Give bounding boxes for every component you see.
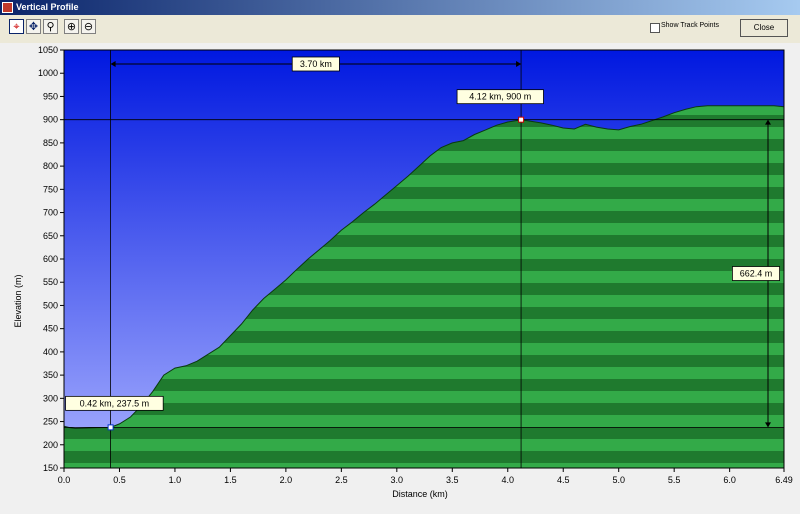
- y-tick-label: 950: [43, 91, 58, 101]
- zoom-in-icon[interactable]: ⊕: [64, 19, 79, 34]
- toolbar: ⌖ ✥ ⚲ ⊕ ⊖ Show Track Points Close: [0, 15, 800, 44]
- terrain-outline: [63, 105, 785, 430]
- x-tick-label: 1.0: [169, 475, 182, 485]
- y-tick-label: 200: [43, 440, 58, 450]
- x-tick-label: 0.5: [113, 475, 126, 485]
- marker-a-label: 0.42 km, 237.5 m: [65, 395, 164, 411]
- marker-b-label-text: 4.12 km, 900 m: [469, 92, 531, 102]
- distance-label: 3.70 km: [291, 56, 340, 72]
- elevation-diff-label-text: 662.4 m: [740, 269, 773, 279]
- x-tick-label: 4.0: [502, 475, 515, 485]
- x-tick-label: 0.0: [58, 475, 71, 485]
- elevation-arrow-down: [765, 422, 771, 428]
- marker-a-label-box: [65, 395, 164, 411]
- y-tick-label: 850: [43, 138, 58, 148]
- app-icon: [2, 2, 13, 13]
- x-axis-title: Distance (km): [392, 489, 448, 499]
- y-tick-label: 900: [43, 115, 58, 125]
- x-tick-label: 2.0: [280, 475, 293, 485]
- y-tick-label: 600: [43, 254, 58, 264]
- y-tick-label: 550: [43, 277, 58, 287]
- elevation-profile-chart[interactable]: 150 200 250 300 350 400 450 500 550 600 650 700 750 8…: [0, 43, 800, 514]
- y-tick-label: 350: [43, 370, 58, 380]
- zoom-out-icon[interactable]: ⊖: [81, 19, 96, 34]
- x-tick-label: 6.0: [723, 475, 736, 485]
- marker-a-label-text: 0.42 km, 237.5 m: [80, 398, 150, 408]
- y-tick-label: 1000: [38, 68, 58, 78]
- y-tick-label: 400: [43, 347, 58, 357]
- x-tick-label: 1.5: [224, 475, 237, 485]
- marker-a-point: [107, 424, 114, 431]
- y-tick-label: 300: [43, 393, 58, 403]
- marker-b-label-box: [456, 89, 544, 105]
- elevation-arrow-up: [765, 119, 771, 125]
- marker-b-label: 4.12 km, 900 m: [456, 89, 544, 105]
- distance-label-box: [291, 56, 340, 72]
- x-tick-label: 5.0: [612, 475, 625, 485]
- close-button[interactable]: Close: [740, 19, 788, 37]
- axes: 150 200 250 300 350 400 450 500 550 600 650 700 750 8…: [38, 45, 793, 485]
- chart-area: 150 200 250 300 350 400 450 500 550 600 650 700 750 8…: [0, 43, 800, 514]
- magnifier-icon[interactable]: ⚲: [43, 19, 58, 34]
- terrain-area: [64, 105, 784, 468]
- elevation-diff-label: 662.4 m: [732, 266, 781, 281]
- window-titlebar: Vertical Profile: [0, 0, 800, 15]
- window-title: Vertical Profile: [16, 2, 79, 12]
- y-tick-label: 750: [43, 184, 58, 194]
- y-tick-label: 250: [43, 417, 58, 427]
- x-tick-label: 2.5: [335, 475, 348, 485]
- y-tick-label: 700: [43, 208, 58, 218]
- distance-arrow-left: [110, 61, 116, 67]
- y-tick-label: 800: [43, 161, 58, 171]
- x-tick-label: 3.5: [446, 475, 459, 485]
- marker-b-point: [518, 116, 525, 123]
- distance-arrow-right: [516, 61, 522, 67]
- pan-icon[interactable]: ✥: [26, 19, 41, 34]
- y-tick-label: 500: [43, 300, 58, 310]
- show-track-points-label: Show Track Points: [661, 22, 719, 29]
- x-tick-label: 4.5: [557, 475, 570, 485]
- x-tick-label: 6.49: [775, 475, 793, 485]
- y-tick-label: 650: [43, 231, 58, 241]
- y-tick-label: 450: [43, 324, 58, 334]
- elevation-diff-label-box: [732, 266, 781, 281]
- y-axis-title: Elevation (m): [13, 274, 23, 327]
- show-track-points-checkbox[interactable]: [650, 23, 660, 33]
- x-tick-label: 5.5: [668, 475, 681, 485]
- y-tick-label: 150: [43, 463, 58, 473]
- y-tick-label: 1050: [38, 45, 58, 55]
- x-tick-label: 3.0: [391, 475, 404, 485]
- select-track-icon[interactable]: ⌖: [9, 19, 24, 34]
- distance-label-text: 3.70 km: [300, 59, 332, 69]
- annotations: 3.70 km 662.4 m 0.42 km, 237.5 m 4.12 km, 9…: [64, 50, 784, 468]
